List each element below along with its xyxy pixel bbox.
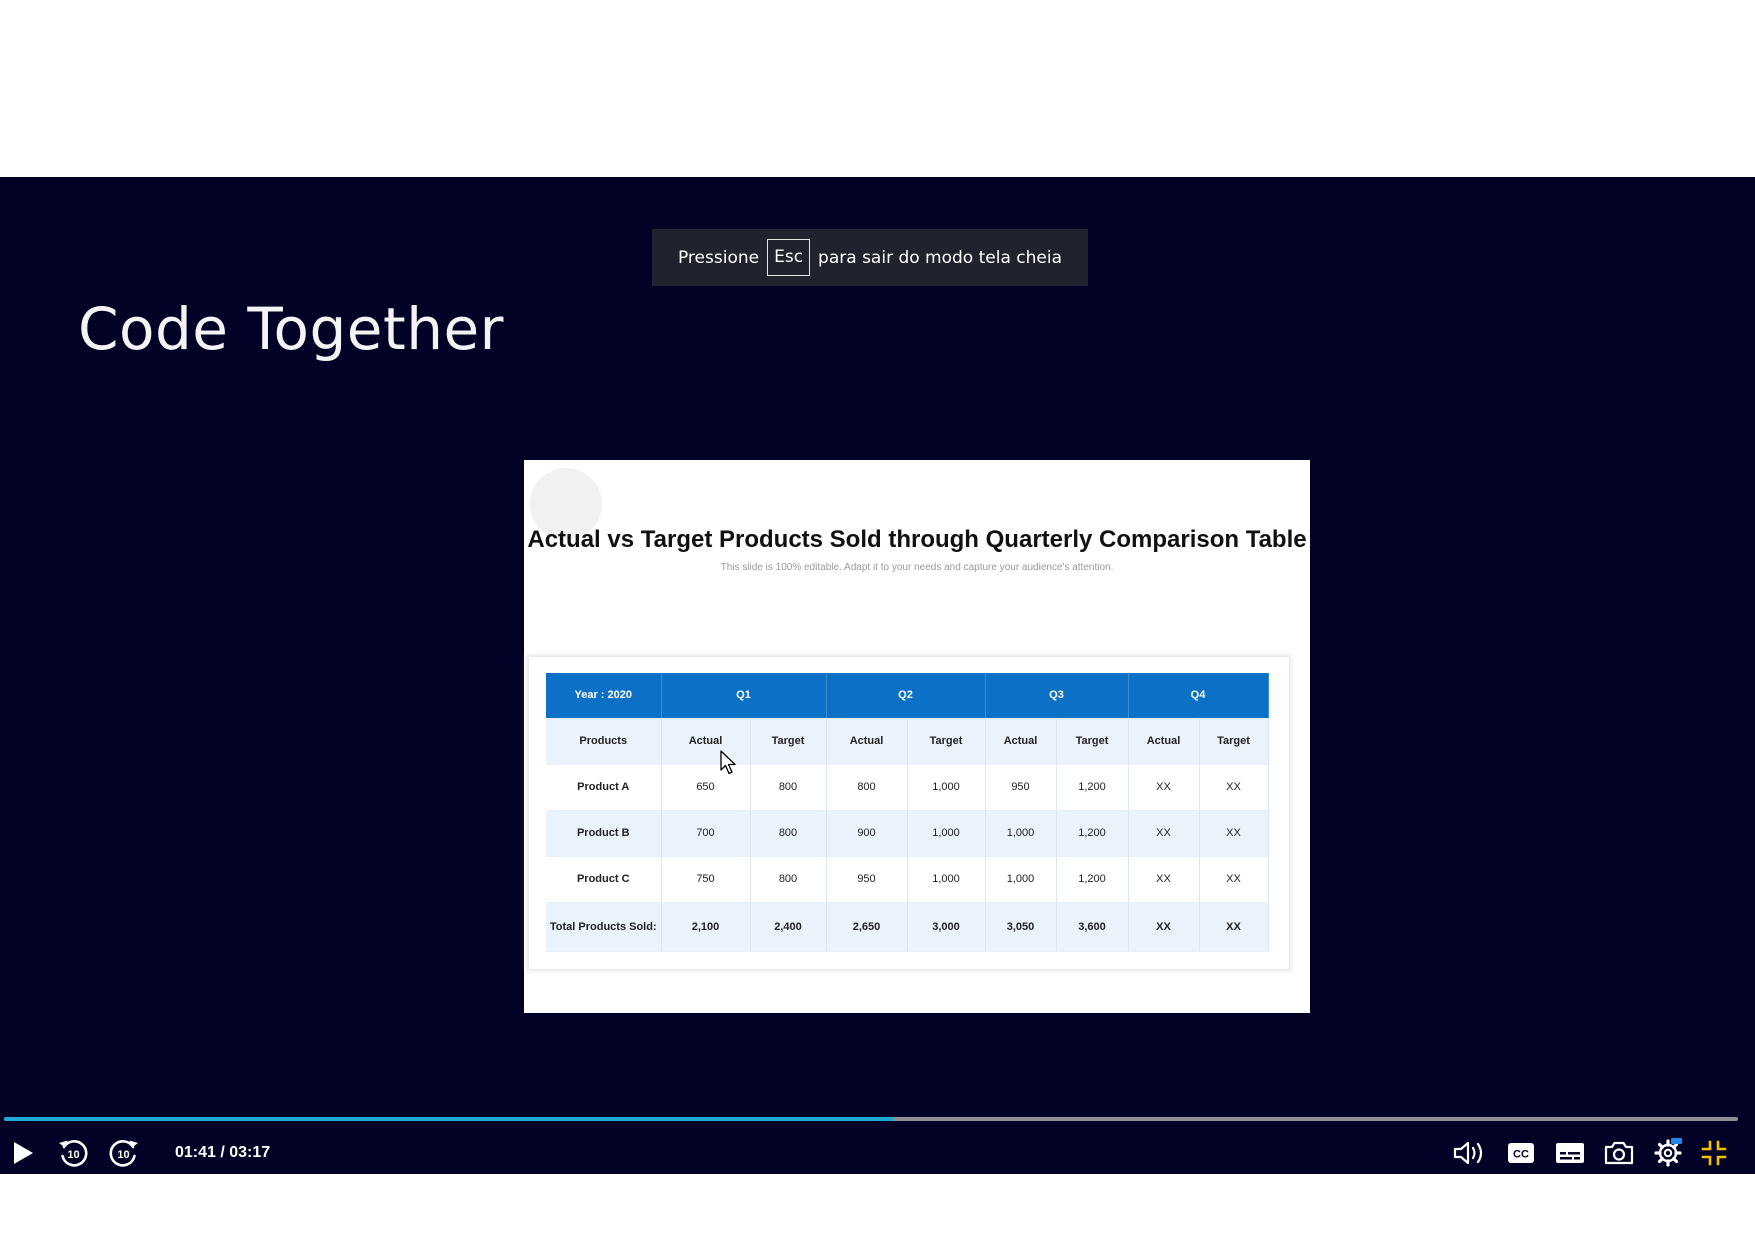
decorative-circle — [530, 468, 602, 540]
play-button[interactable] — [6, 1132, 40, 1174]
total-label-cell: Total Products Sold: — [546, 902, 662, 952]
subheader-cell: Products — [546, 718, 662, 765]
table-cell: XX — [1128, 810, 1200, 857]
table-cell: 1,000 — [907, 764, 986, 811]
table-subheader-row: Products Actual Target Actual Target Act… — [546, 718, 1269, 765]
quarter-header-cell: Q2 — [826, 673, 986, 719]
table-cell: Product A — [546, 764, 662, 811]
subheader-cell: Target — [750, 718, 827, 765]
rewind-10-button[interactable]: 10 — [55, 1132, 91, 1174]
table-cell: 1,200 — [1056, 764, 1129, 811]
exit-fullscreen-icon — [1701, 1140, 1727, 1166]
settings-icon — [1654, 1138, 1682, 1167]
table-cell: XX — [1199, 810, 1269, 857]
table-cell: 800 — [750, 856, 827, 903]
total-cell: 3,600 — [1056, 902, 1129, 952]
table-cell: 1,000 — [907, 856, 986, 903]
table-cell: Product B — [546, 810, 662, 857]
video-player[interactable]: Pressione Esc para sair do modo tela che… — [0, 177, 1755, 1174]
progress-fill — [4, 1117, 894, 1121]
closed-captions-button[interactable]: CC — [1505, 1132, 1537, 1174]
rewind-10-icon: 10 — [59, 1140, 88, 1167]
table-cell: 650 — [661, 764, 751, 811]
table-cell: 900 — [826, 810, 908, 857]
forward-10-icon: 10 — [109, 1140, 138, 1167]
subheader-cell: Target — [1056, 718, 1129, 765]
slide-title: Code Together — [78, 295, 505, 363]
svg-text:10: 10 — [117, 1149, 129, 1161]
embedded-slide: Actual vs Target Products Sold through Q… — [524, 460, 1310, 1013]
subheader-cell: Target — [907, 718, 986, 765]
total-cell: 2,400 — [750, 902, 827, 952]
table-cell: 700 — [661, 810, 751, 857]
subtitles-button[interactable] — [1554, 1132, 1586, 1174]
table-cell: 1,000 — [985, 810, 1057, 857]
table-cell: XX — [1199, 764, 1269, 811]
progress-bar[interactable] — [4, 1117, 1738, 1121]
comparison-table: Year : 2020 Q1 Q2 Q3 Q4 Products Actual … — [546, 673, 1269, 952]
screenshot-button[interactable] — [1603, 1132, 1635, 1174]
year-header-cell: Year : 2020 — [546, 673, 662, 719]
total-cell: XX — [1128, 902, 1200, 952]
table-cell: 800 — [750, 764, 827, 811]
table-cell: Product C — [546, 856, 662, 903]
svg-text:CC: CC — [1513, 1149, 1529, 1161]
total-cell: 2,100 — [661, 902, 751, 952]
table-header-row: Year : 2020 Q1 Q2 Q3 Q4 — [546, 673, 1269, 719]
table-row: Product B 700 800 900 1,000 1,000 1,200 … — [546, 810, 1269, 857]
table-cell: 1,200 — [1056, 810, 1129, 857]
comparison-table-card: Year : 2020 Q1 Q2 Q3 Q4 Products Actual … — [529, 657, 1289, 969]
settings-button[interactable] — [1652, 1132, 1684, 1174]
play-icon — [14, 1142, 33, 1164]
total-cell: XX — [1199, 902, 1269, 952]
subheader-cell: Actual — [985, 718, 1057, 765]
table-cell: 1,000 — [985, 856, 1057, 903]
time-display: 01:41 / 03:17 — [175, 1144, 271, 1161]
quarter-header-cell: Q3 — [985, 673, 1129, 719]
exit-fullscreen-button[interactable] — [1698, 1132, 1730, 1174]
quarter-header-cell: Q4 — [1128, 673, 1269, 719]
table-row: Product C 750 800 950 1,000 1,000 1,200 … — [546, 856, 1269, 903]
subheader-cell: Actual — [826, 718, 908, 765]
table-cell: 950 — [826, 856, 908, 903]
subheader-cell: Target — [1199, 718, 1269, 765]
subheader-cell: Actual — [661, 718, 751, 765]
embedded-slide-title: Actual vs Target Products Sold through Q… — [527, 526, 1307, 553]
table-cell: 950 — [985, 764, 1057, 811]
volume-button[interactable] — [1450, 1132, 1490, 1174]
svg-text:10: 10 — [67, 1149, 79, 1161]
notice-text-after: para sair do modo tela cheia — [818, 247, 1062, 268]
fullscreen-exit-notice: Pressione Esc para sair do modo tela che… — [652, 229, 1088, 286]
total-cell: 3,000 — [907, 902, 986, 952]
table-cell: XX — [1128, 764, 1200, 811]
notice-text-before: Pressione — [677, 247, 760, 268]
screenshot-icon — [1604, 1141, 1634, 1165]
table-cell: 1,200 — [1056, 856, 1129, 903]
subtitles-icon — [1556, 1143, 1584, 1163]
closed-captions-icon: CC — [1508, 1143, 1534, 1163]
mouse-cursor-icon — [720, 750, 736, 775]
table-cell: XX — [1199, 856, 1269, 903]
volume-icon — [1453, 1141, 1483, 1165]
subheader-cell: Actual — [1128, 718, 1200, 765]
player-controls: 10 10 01:41 / 03:17 CC — [0, 1132, 1755, 1174]
embedded-slide-subtitle: This slide is 100% editable. Adapt it to… — [720, 562, 1114, 573]
total-cell: 2,650 — [826, 902, 908, 952]
table-row: Product A 650 800 800 1,000 950 1,200 XX… — [546, 764, 1269, 811]
esc-key-badge: Esc — [767, 239, 811, 276]
table-cell: 1,000 — [907, 810, 986, 857]
table-cell: 800 — [750, 810, 827, 857]
table-cell: XX — [1128, 856, 1200, 903]
quarter-header-cell: Q1 — [661, 673, 827, 719]
table-cell: 800 — [826, 764, 908, 811]
forward-10-button[interactable]: 10 — [106, 1132, 142, 1174]
table-total-row: Total Products Sold: 2,100 2,400 2,650 3… — [546, 902, 1269, 952]
table-cell: 750 — [661, 856, 751, 903]
total-cell: 3,050 — [985, 902, 1057, 952]
